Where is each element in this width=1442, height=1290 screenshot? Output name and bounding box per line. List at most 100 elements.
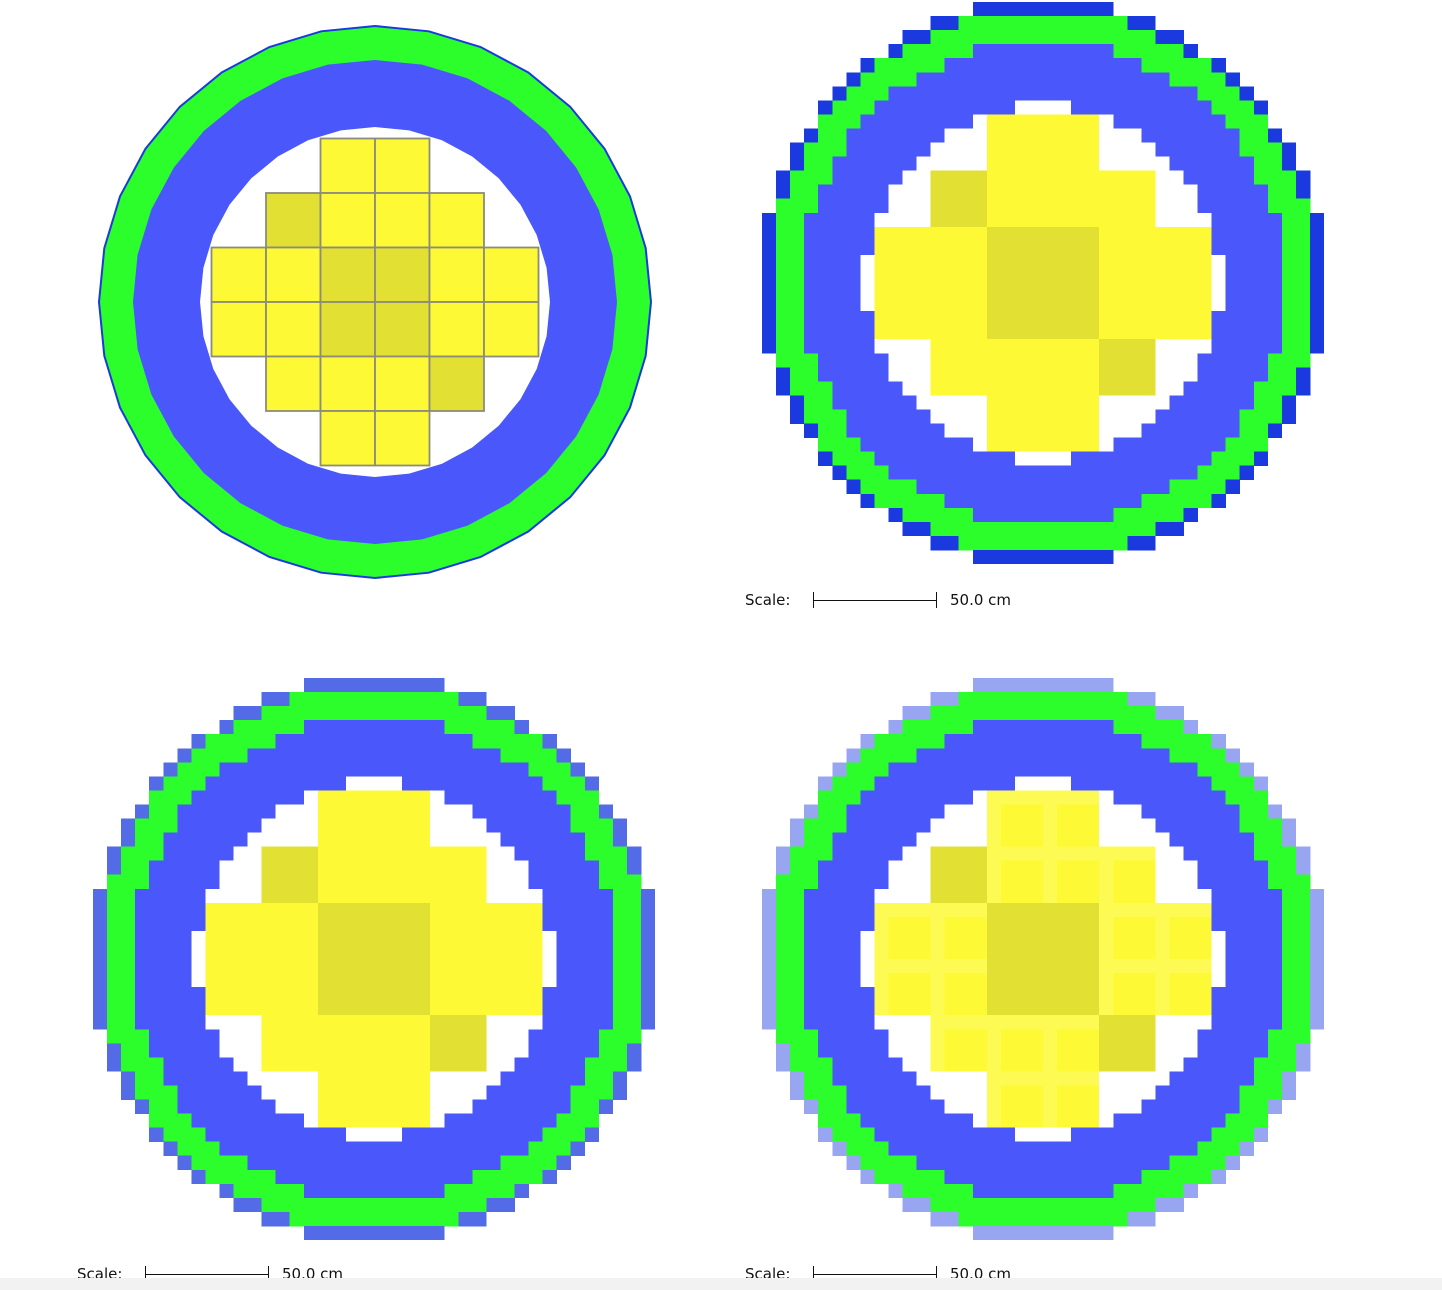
pixel-cell <box>1155 297 1170 312</box>
pixel-cell <box>1211 58 1226 73</box>
pixel-cell <box>542 832 557 847</box>
pixel-cell <box>233 987 248 1002</box>
pixel-cell <box>818 1029 833 1044</box>
pixel-cell <box>1267 268 1283 284</box>
pixel-cell <box>359 1183 375 1199</box>
pixel-cell <box>1028 818 1044 833</box>
pixel-cell <box>1127 1197 1142 1213</box>
pixel-cell <box>1014 1071 1030 1086</box>
pixel-cell <box>1113 1029 1128 1044</box>
pixel-cell <box>1127 170 1142 185</box>
pixel-cell <box>163 1127 178 1142</box>
pixel-cell <box>818 198 833 214</box>
pixel-cell <box>1113 493 1128 509</box>
pixel-cell <box>1211 493 1226 509</box>
pixel-cell <box>612 832 628 847</box>
pixel-cell <box>972 254 988 270</box>
pixel-cell <box>888 888 903 904</box>
pixel-cell <box>832 1015 847 1030</box>
pixel-cell <box>219 1099 234 1114</box>
pixel-cell <box>902 212 917 228</box>
pixel-cell <box>135 1099 150 1114</box>
pixel-cell <box>416 860 431 875</box>
pixel-cell <box>1113 86 1128 101</box>
pixel-cell <box>1155 762 1170 777</box>
pixel-cell <box>916 846 931 861</box>
pixel-cell <box>902 156 917 171</box>
pixel-cell <box>219 888 234 904</box>
pixel-cell <box>247 1099 262 1114</box>
pixel-cell <box>402 902 417 918</box>
pixel-cell <box>1141 339 1156 354</box>
pixel-cell <box>1057 283 1072 298</box>
pixel-cell <box>1183 268 1198 284</box>
pixel-cell <box>233 1001 248 1016</box>
pixel-cell <box>486 748 501 763</box>
pixel-cell <box>1239 860 1255 875</box>
pixel-cell <box>500 734 515 749</box>
pixel-cell <box>1169 58 1184 73</box>
pixel-cell <box>804 1015 819 1030</box>
pixel-cell <box>528 1001 543 1016</box>
pixel-cell <box>626 916 642 932</box>
pixel-cell <box>261 846 276 861</box>
pixel-cell <box>1014 1099 1030 1114</box>
pixel-cell <box>247 818 262 833</box>
pixel-cell <box>1141 776 1156 791</box>
pixel-cell <box>1211 1155 1226 1171</box>
pixel-cell <box>1057 58 1072 73</box>
pixel-cell <box>1197 1169 1212 1185</box>
pixel-cell <box>275 692 290 707</box>
pixel-cell <box>1057 1029 1072 1044</box>
pixel-cell <box>1239 1113 1255 1128</box>
pixel-cell <box>944 1155 959 1171</box>
pixel-cell <box>1127 930 1142 946</box>
pixel-cell <box>1183 156 1198 171</box>
pixel-cell <box>374 1113 389 1128</box>
pixel-cell <box>860 762 875 777</box>
pixel-cell <box>331 1155 347 1171</box>
pixel-cell <box>1155 1141 1170 1156</box>
pixel-cell <box>219 748 234 763</box>
pixel-cell <box>1085 1057 1100 1072</box>
pixel-cell <box>1028 888 1044 904</box>
pixel-cell <box>444 1071 459 1086</box>
pixel-cell <box>1169 902 1184 918</box>
pixel-cell <box>846 1155 861 1171</box>
pixel-cell <box>958 1127 974 1142</box>
pixel-cell <box>528 776 543 791</box>
pixel-cell <box>1211 226 1226 242</box>
pixel-cell <box>958 283 974 298</box>
pixel-cell <box>289 1085 305 1100</box>
pixel-cell <box>359 874 375 890</box>
pixel-cell <box>402 874 417 890</box>
pixel-cell <box>1183 283 1198 298</box>
pixel-cell <box>1197 128 1212 143</box>
pixel-cell <box>1057 381 1072 396</box>
pixel-cell <box>1085 874 1100 890</box>
pixel-cell <box>902 1127 917 1142</box>
pixel-cell <box>1099 479 1114 495</box>
pixel-cell <box>986 128 1002 143</box>
scale-line <box>145 1266 269 1282</box>
pixel-cell <box>1267 128 1283 143</box>
pixel-cell <box>944 1211 959 1227</box>
pixel-cell <box>1127 1155 1142 1171</box>
pixel-cell <box>874 212 889 228</box>
pixel-cell <box>874 72 889 87</box>
pixel-cell <box>219 1001 234 1016</box>
pixel-cell <box>972 493 988 509</box>
pixel-cell <box>500 1197 515 1213</box>
pixel-cell <box>612 888 628 904</box>
pixel-cell <box>888 240 903 256</box>
pixel-cell <box>1295 1015 1311 1030</box>
pixel-cell <box>874 1057 889 1072</box>
pixel-cell <box>317 720 333 735</box>
pixel-cell <box>1028 874 1044 890</box>
pixel-cell <box>1071 1155 1086 1171</box>
pixel-cell <box>860 1113 875 1128</box>
pixel-cell <box>874 790 889 805</box>
pixel-cell <box>472 762 487 777</box>
pixel-cell <box>958 86 974 101</box>
pixel-cell <box>500 1085 515 1100</box>
